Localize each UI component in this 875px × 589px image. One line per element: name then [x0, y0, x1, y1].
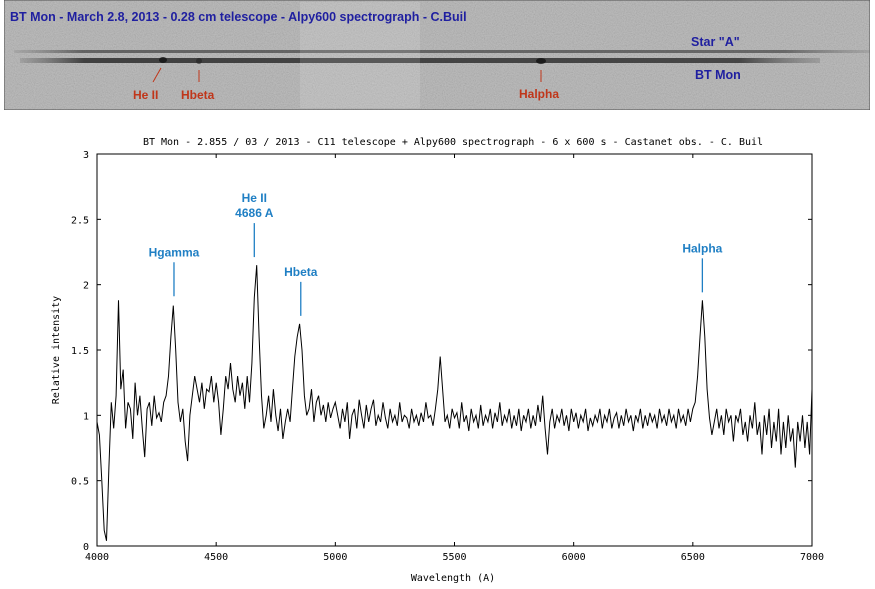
- x-tick-label: 4000: [85, 552, 109, 563]
- he-ii-emission-spot: [159, 57, 167, 63]
- x-tick-label: 5000: [323, 552, 347, 563]
- x-tick-label: 7000: [800, 552, 824, 563]
- x-tick-label: 6500: [681, 552, 705, 563]
- annotation-label: Halpha: [682, 241, 722, 255]
- hbeta-emission-spot: [196, 58, 202, 64]
- y-tick-label: 3: [83, 150, 89, 161]
- annotation-label: 4686 A: [235, 206, 274, 220]
- y-tick-label: 0: [83, 542, 89, 553]
- he-ii-image-label: He II: [133, 88, 158, 102]
- y-axis-label: Relative intensity: [51, 296, 62, 404]
- sky-band: [300, 2, 420, 108]
- spectrum-image: BT Mon - March 2.8, 2013 - 0.28 cm teles…: [3, 0, 871, 111]
- plot-frame: [96, 153, 813, 547]
- bt-mon-label: BT Mon: [695, 68, 741, 82]
- hbeta-image-label: Hbeta: [181, 88, 215, 102]
- axis-ticks: 4000 4500 5000 5500 6000 6500 7000 0 0.5 1 1.5 2 2.5…: [71, 150, 824, 563]
- star-a-label: Star "A": [691, 35, 740, 49]
- annotation-label: Hbeta: [284, 265, 318, 279]
- y-tick-label: 2.5: [71, 215, 89, 226]
- he-ii-marker: [152, 67, 162, 83]
- y-tick-label: 1: [83, 411, 89, 422]
- y-tick-label: 0.5: [71, 477, 89, 488]
- spectrum-caption: BT Mon - March 2.8, 2013 - 0.28 cm teles…: [10, 10, 467, 24]
- x-tick-label: 4500: [204, 552, 228, 563]
- spectrum-frame: [3, 0, 871, 111]
- y-tick-label: 2: [83, 281, 89, 292]
- halpha-emission-spot: [536, 58, 546, 64]
- y-tick-label: 1.5: [71, 346, 89, 357]
- halpha-image-label: Halpha: [519, 87, 559, 101]
- annotation-label: He II: [242, 191, 267, 205]
- annotation-label: Hgamma: [149, 245, 200, 259]
- chart-title: BT Mon - 2.855 / 03 / 2013 - C11 telesco…: [143, 137, 763, 148]
- star-a-trace: [14, 50, 870, 53]
- bt-mon-trace: [20, 58, 820, 63]
- series-line: [96, 265, 813, 541]
- x-tick-label: 5500: [442, 552, 466, 563]
- x-tick-label: 6000: [562, 552, 586, 563]
- x-axis-label: Wavelength (A): [411, 573, 495, 584]
